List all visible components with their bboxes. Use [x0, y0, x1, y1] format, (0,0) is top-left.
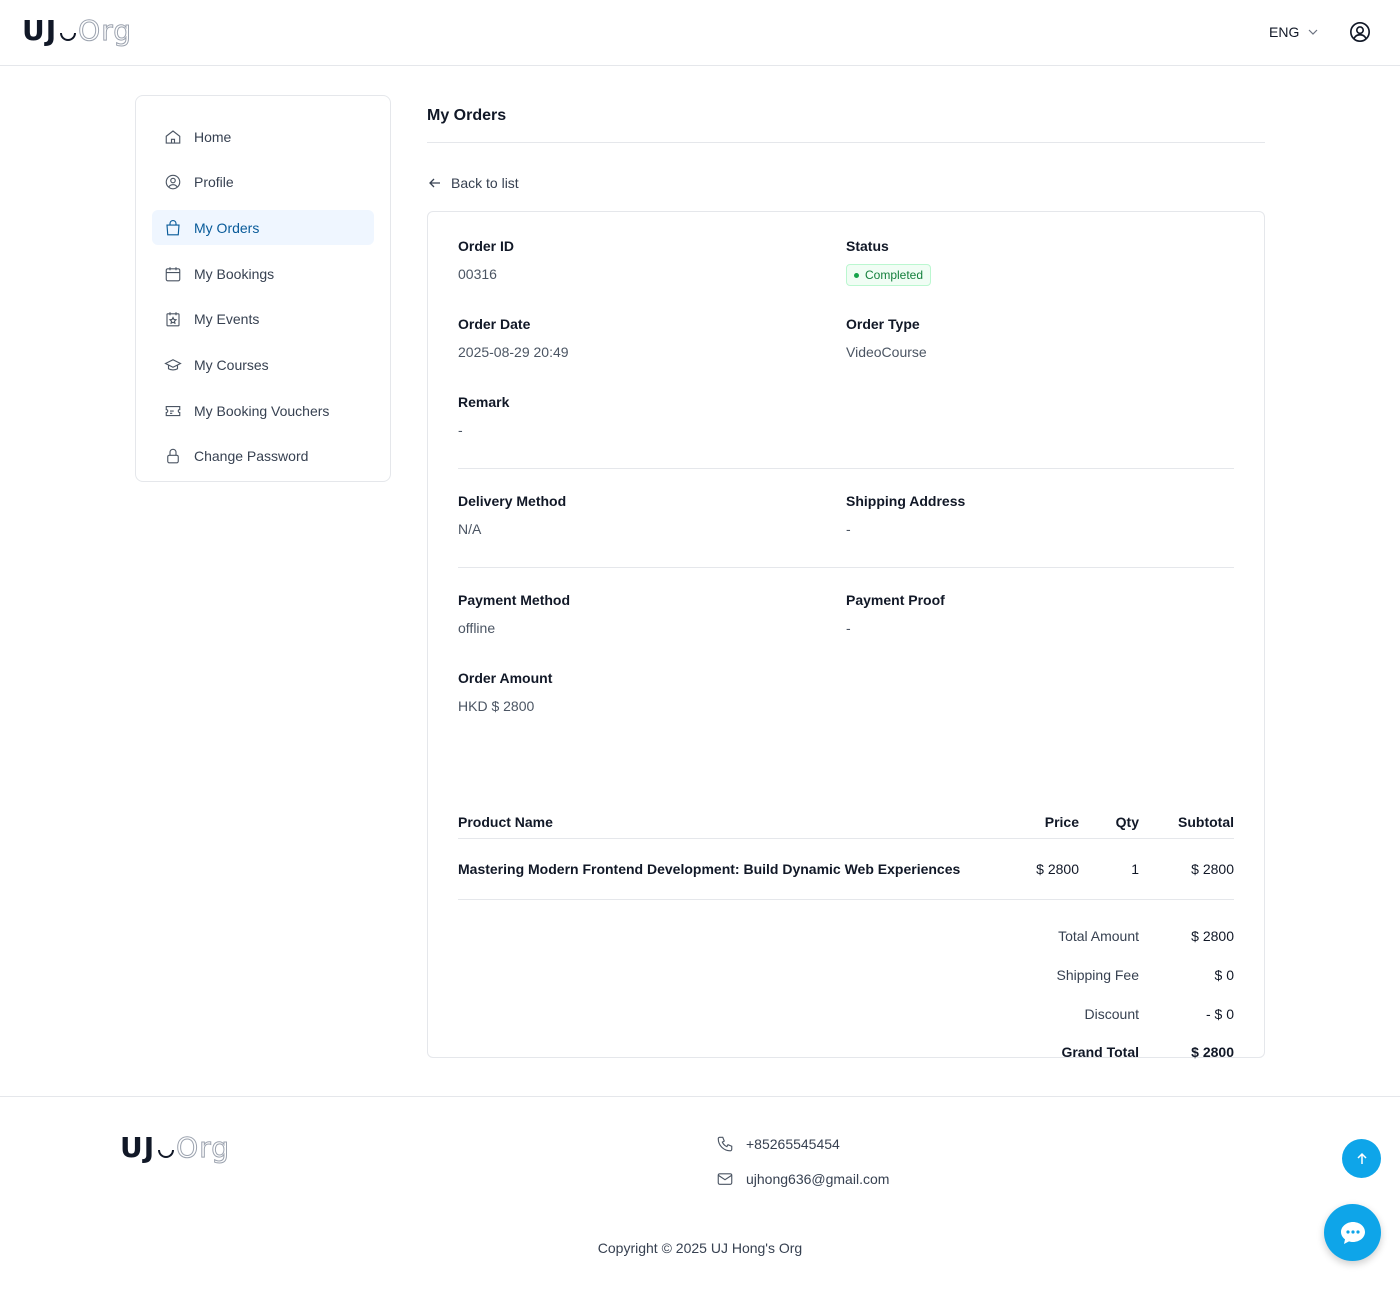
delivery-method-label: Delivery Method — [458, 493, 567, 509]
sidebar-item-change-password[interactable]: Change Password — [152, 439, 374, 474]
footer: UJ Org +85265545454 ujhong636@gmail.com C… — [0, 1096, 1400, 1299]
header: UJ Org ENG — [0, 0, 1400, 66]
col-product-name: Product Name — [458, 806, 999, 839]
sidebar-item-my-courses[interactable]: My Courses — [152, 347, 374, 382]
main-content: My Orders Back to list Order ID 00316 Sta… — [427, 95, 1265, 1060]
grand-total-row: Grand Total $ 2800 — [1061, 1044, 1234, 1060]
user-account-icon[interactable] — [1349, 21, 1371, 43]
sidebar-item-my-bookings[interactable]: My Bookings — [152, 256, 374, 291]
shipping-address-label: Shipping Address — [846, 493, 966, 509]
mail-icon — [717, 1173, 733, 1185]
product-price: $ 2800 — [999, 838, 1079, 900]
remark-value: - — [458, 422, 463, 438]
payment-method-label: Payment Method — [458, 592, 571, 608]
order-amount-label: Order Amount — [458, 670, 553, 686]
copyright: Copyright © 2025 UJ Hong's Org — [597, 1240, 803, 1256]
total-amount-row: Total Amount $ 2800 — [1058, 927, 1234, 944]
sidebar-item-home[interactable]: Home — [152, 119, 374, 154]
status-label: Status — [846, 238, 889, 254]
phone-icon — [717, 1136, 733, 1152]
logo[interactable]: UJ Org — [22, 14, 132, 48]
col-price: Price — [999, 806, 1079, 839]
order-date-label: Order Date — [458, 316, 531, 332]
arrow-left-icon — [429, 178, 440, 188]
order-items-table: Product Name Price Qty Subtotal Masterin… — [458, 806, 1234, 900]
product-qty: 1 — [1079, 838, 1139, 900]
footer-phone[interactable]: +85265545454 — [716, 1135, 840, 1153]
graduation-cap-icon — [164, 359, 182, 371]
col-qty: Qty — [1079, 806, 1139, 839]
user-circle-icon — [165, 174, 181, 190]
status-badge: Completed — [846, 264, 932, 286]
product-name: Mastering Modern Frontend Development: B… — [458, 838, 999, 900]
arrow-up-icon — [1356, 1152, 1367, 1164]
discount-row: Discount - $ 0 — [1084, 1005, 1234, 1022]
remark-label: Remark — [458, 394, 510, 410]
calendar-icon — [165, 266, 181, 281]
col-subtotal: Subtotal — [1139, 806, 1234, 839]
payment-proof-label: Payment Proof — [846, 592, 945, 608]
order-detail-card: Order ID 00316 Status Completed Order Date… — [427, 211, 1265, 1060]
table-row: Mastering Modern Frontend Development: B… — [458, 838, 1234, 900]
product-subtotal: $ 2800 — [1139, 838, 1234, 900]
ticket-icon — [165, 405, 181, 416]
shipping-address-value: - — [846, 521, 851, 537]
footer-email[interactable]: ujhong636@gmail.com — [716, 1170, 889, 1188]
chevron-down-icon — [1308, 29, 1318, 35]
order-id-value: 00316 — [458, 266, 497, 282]
footer-logo: UJ Org — [120, 1131, 230, 1165]
back-to-list-link[interactable]: Back to list — [427, 173, 1265, 193]
order-type-label: Order Type — [846, 316, 920, 332]
sidebar: Home Profile My Orders My Bookings My Ev… — [135, 95, 391, 482]
payment-method-value: offline — [458, 620, 496, 636]
order-type-value: VideoCourse — [846, 344, 927, 360]
scroll-to-top-button[interactable] — [1342, 1139, 1381, 1178]
sidebar-item-my-orders[interactable]: My Orders — [152, 210, 374, 246]
order-amount-value: HKD $ 2800 — [458, 698, 535, 714]
page-title: My Orders — [427, 95, 1265, 143]
home-icon — [165, 129, 181, 144]
calendar-star-icon — [166, 312, 180, 327]
sidebar-item-profile[interactable]: Profile — [152, 165, 374, 200]
delivery-method-value: N/A — [458, 521, 482, 537]
shipping-fee-row: Shipping Fee $ 0 — [1056, 966, 1234, 983]
language-selector[interactable]: ENG — [1269, 24, 1319, 40]
order-date-value: 2025-08-29 20:49 — [458, 344, 569, 360]
sidebar-item-my-booking-vouchers[interactable]: My Booking Vouchers — [152, 393, 374, 428]
order-id-label: Order ID — [458, 238, 515, 254]
chat-bubble-icon — [1340, 1221, 1365, 1244]
lock-icon — [167, 449, 179, 464]
payment-proof-value: - — [846, 620, 851, 636]
sidebar-item-my-events[interactable]: My Events — [152, 302, 374, 337]
order-totals: Total Amount $ 2800 Shipping Fee $ 0 Disco… — [458, 916, 1234, 1071]
chat-button[interactable] — [1324, 1204, 1381, 1261]
shopping-bag-icon — [166, 219, 180, 236]
